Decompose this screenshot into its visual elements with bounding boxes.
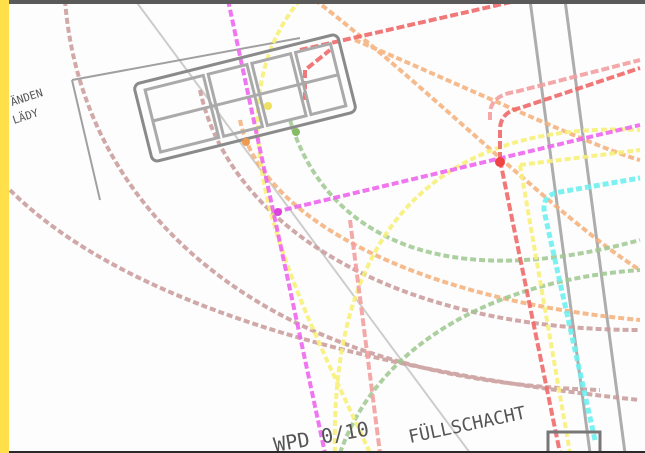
junction-marker <box>242 138 250 146</box>
pipe-brown <box>63 0 601 392</box>
junction-marker <box>274 208 282 216</box>
magenta-lines <box>226 0 641 453</box>
shaft-label: FÜLLSCHACHT <box>406 402 527 448</box>
equipment-unit[interactable] <box>133 33 357 163</box>
pipe-magenta <box>226 0 327 453</box>
junction-marker <box>495 157 505 167</box>
pipe-green <box>288 119 641 263</box>
pipe-orange <box>238 119 641 322</box>
pipe-yellow <box>255 0 372 453</box>
pipe-red <box>498 159 562 453</box>
leader-line <box>71 37 301 81</box>
corner-label-line1: ÄNDEN <box>9 86 45 109</box>
junction-marker <box>292 128 300 136</box>
equipment-divider <box>152 73 338 123</box>
yellow-lines <box>255 0 641 453</box>
pipe-yellow <box>518 164 572 453</box>
pipe-brown <box>198 89 641 332</box>
pipe-yellow <box>519 148 641 167</box>
pipe-cyan <box>541 175 641 441</box>
pipe-red <box>299 0 521 52</box>
pipe-magenta <box>274 123 641 214</box>
pipe-red <box>488 58 641 120</box>
pipe-red <box>498 66 641 160</box>
cyan-lines <box>541 175 641 441</box>
pipe-brown <box>8 188 641 402</box>
equipment-outline <box>133 33 357 163</box>
brown-lines <box>8 0 641 402</box>
diagonal-line <box>134 0 471 453</box>
red-lines <box>299 0 641 453</box>
window-left-accent-bar <box>0 0 9 453</box>
junction-markers <box>242 102 505 216</box>
green-lines <box>288 119 641 453</box>
device-label: WPD 0/10 <box>272 417 371 453</box>
leader-line <box>71 79 101 201</box>
pipe-red <box>348 219 382 453</box>
window-top-bar <box>0 0 645 4</box>
window-bottom-border <box>9 451 645 453</box>
pipe-green <box>338 268 641 453</box>
junction-marker <box>264 102 272 110</box>
pipe-red <box>303 48 332 100</box>
corner-label-line2: LÄDY <box>11 106 41 127</box>
shaft-box <box>546 430 602 453</box>
pipe-yellow <box>332 127 641 453</box>
